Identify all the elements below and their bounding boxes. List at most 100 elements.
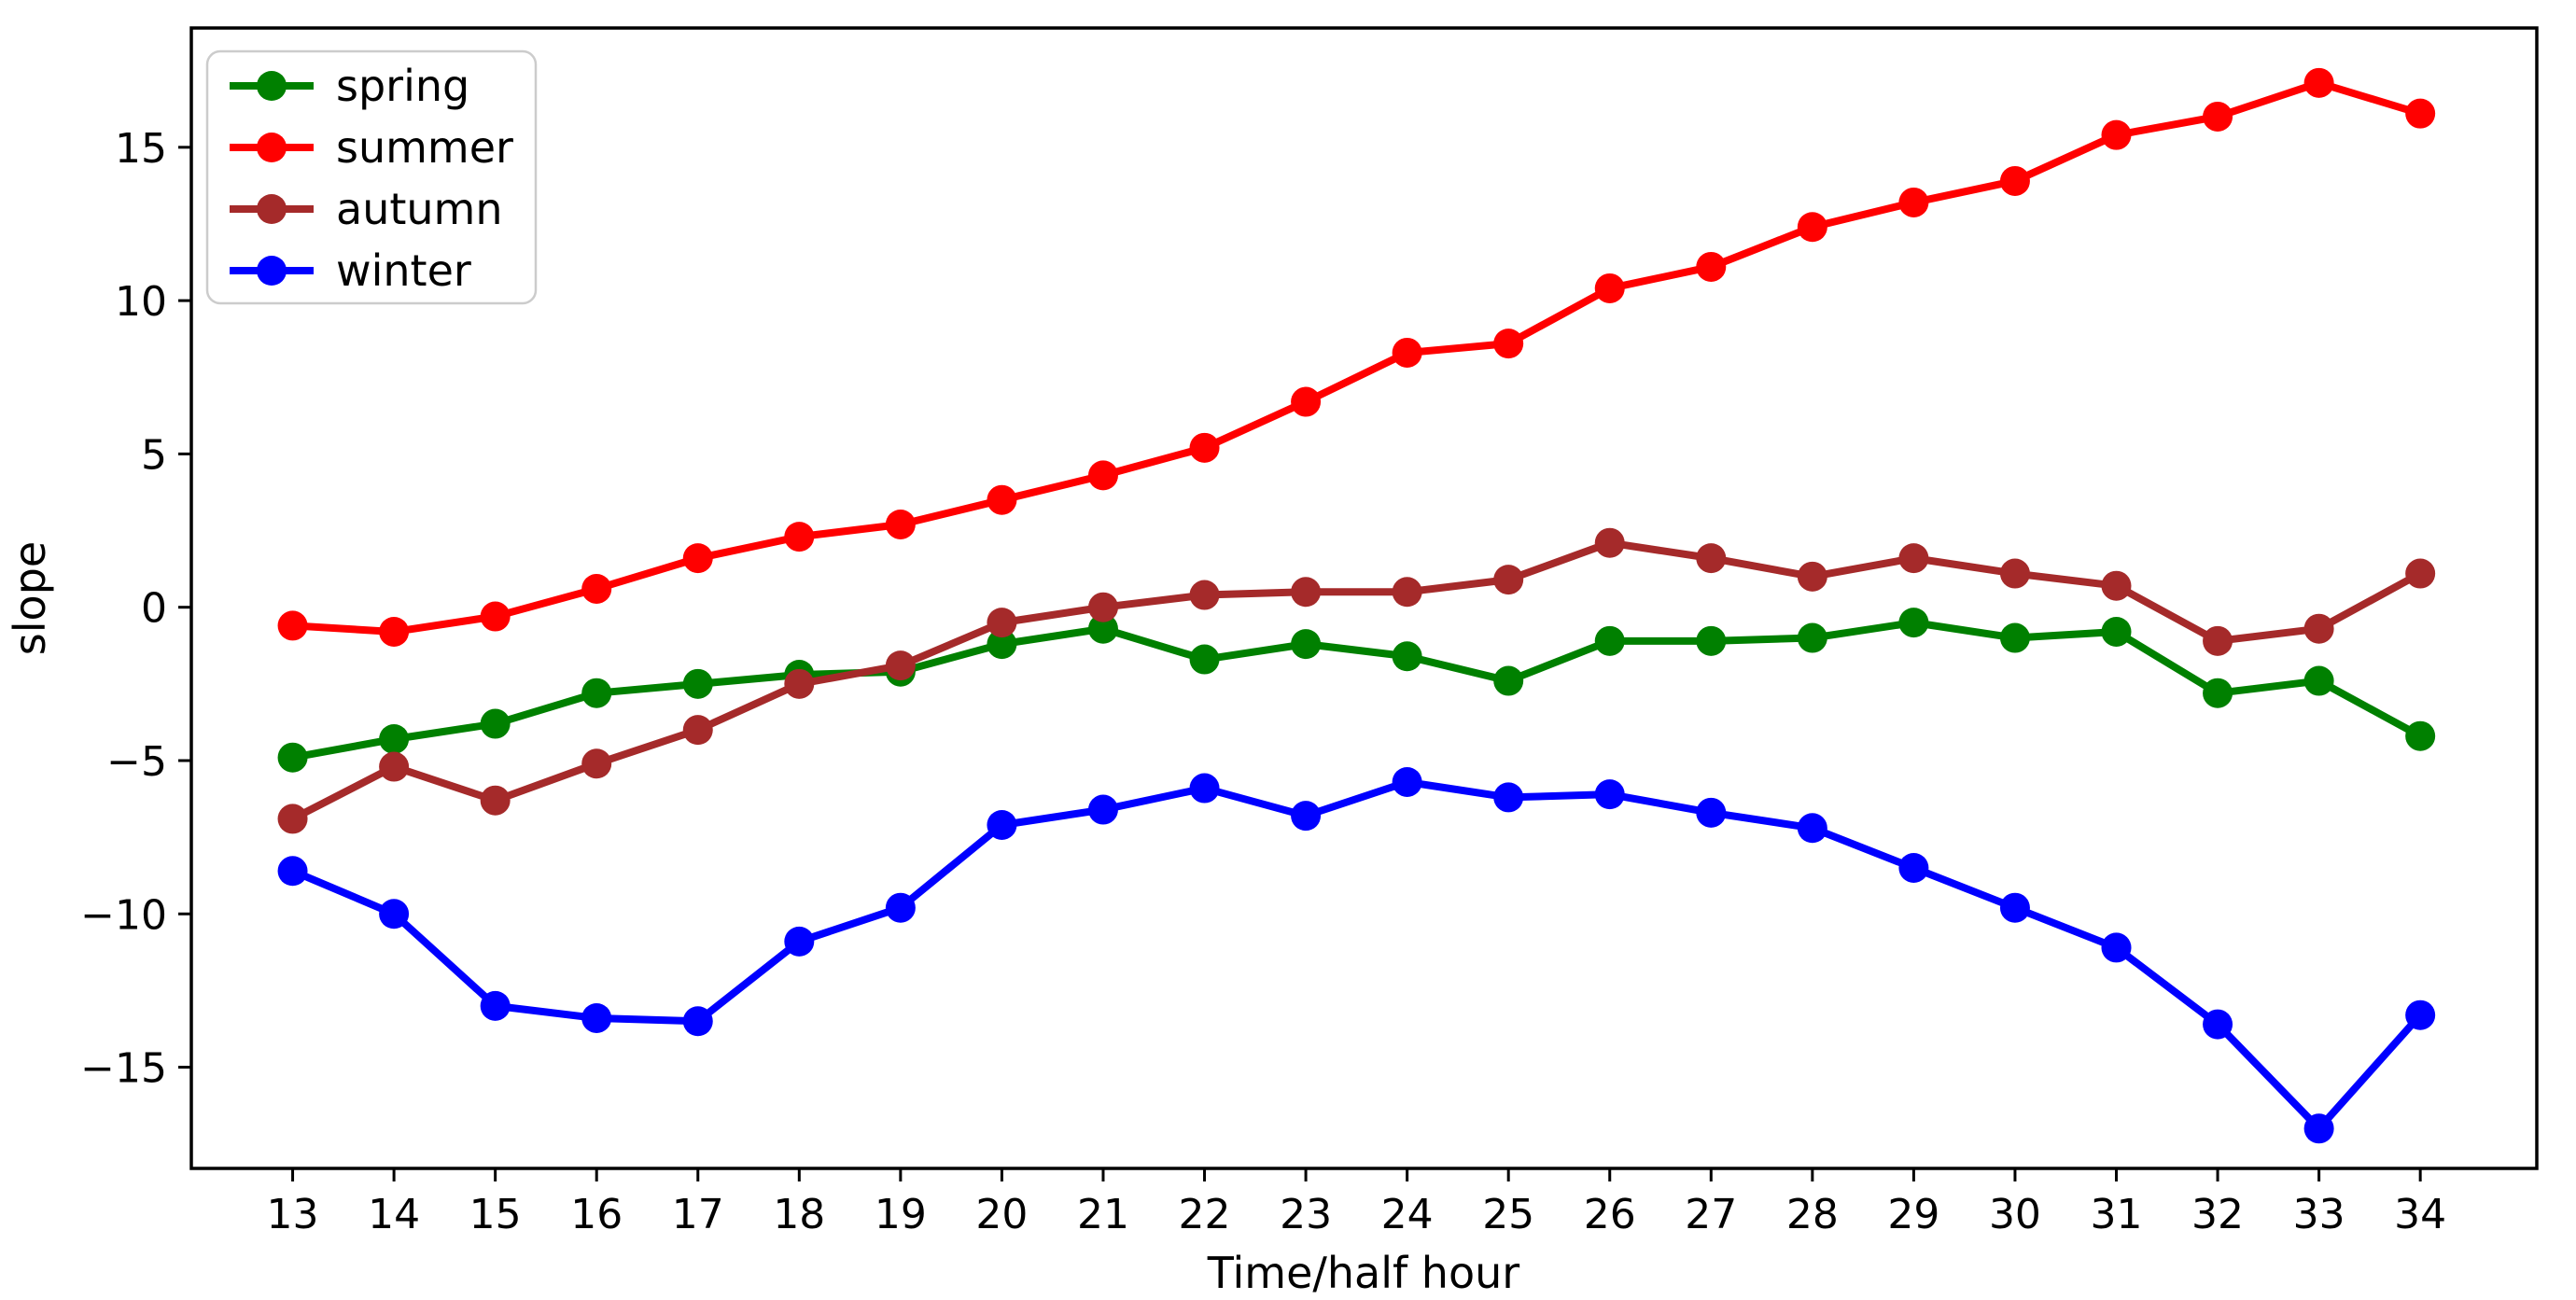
data-point-spring <box>1999 622 2030 653</box>
data-point-spring <box>1898 608 1929 638</box>
x-tick-label: 33 <box>2293 1191 2345 1238</box>
x-tick-label: 31 <box>2091 1191 2143 1238</box>
data-point-summer <box>1392 337 1422 368</box>
data-point-winter <box>682 1006 713 1037</box>
data-point-autumn <box>885 650 916 681</box>
data-point-spring <box>2203 678 2233 708</box>
x-tick-label: 30 <box>1989 1191 2041 1238</box>
data-point-spring <box>2303 665 2334 696</box>
data-point-autumn <box>2303 613 2334 644</box>
data-point-winter <box>1898 852 1929 883</box>
y-tick-label: 10 <box>115 278 167 326</box>
data-point-spring <box>1696 625 1727 656</box>
data-point-winter <box>987 809 1017 840</box>
y-tick-label: 5 <box>141 431 167 479</box>
data-point-autumn <box>581 748 612 779</box>
data-point-autumn <box>1999 558 2030 589</box>
data-point-spring <box>277 742 308 773</box>
data-point-summer <box>277 610 308 641</box>
legend-marker-winter <box>257 256 287 286</box>
data-point-spring <box>1087 613 1118 644</box>
data-point-summer <box>784 522 815 552</box>
data-point-autumn <box>987 608 1017 638</box>
data-point-autumn <box>1898 543 1929 574</box>
data-point-spring <box>1797 622 1827 653</box>
series-line-autumn <box>288 538 2425 823</box>
data-point-summer <box>2203 101 2233 132</box>
data-point-autumn <box>784 668 815 699</box>
data-point-autumn <box>1696 543 1727 574</box>
plot-border <box>189 26 2539 1170</box>
data-point-spring <box>1594 625 1625 656</box>
y-tick-label: −10 <box>80 891 167 939</box>
data-point-summer <box>885 509 916 539</box>
data-point-winter <box>379 899 410 930</box>
x-tick-label: 25 <box>1482 1191 1534 1238</box>
data-point-spring <box>682 668 713 699</box>
data-point-spring <box>480 708 511 739</box>
data-point-autumn <box>2203 625 2233 656</box>
series-line-winter <box>288 777 2425 1133</box>
data-point-autumn <box>379 751 410 782</box>
data-point-spring <box>1493 665 1524 696</box>
data-point-summer <box>1493 328 1524 359</box>
data-point-autumn <box>1087 592 1118 622</box>
x-tick-label: 19 <box>875 1191 927 1238</box>
x-tick-label: 32 <box>2191 1191 2244 1238</box>
data-point-winter <box>2405 999 2436 1030</box>
data-point-winter <box>277 856 308 887</box>
x-tick-label: 16 <box>570 1191 623 1238</box>
legend-marker-spring <box>257 71 287 101</box>
data-point-summer <box>1594 273 1625 303</box>
data-point-summer <box>1797 212 1827 243</box>
data-point-autumn <box>682 715 713 746</box>
x-tick-label: 27 <box>1685 1191 1737 1238</box>
data-point-summer <box>480 601 511 632</box>
data-point-autumn <box>1594 527 1625 558</box>
data-point-winter <box>1696 797 1727 828</box>
legend-label-spring: spring <box>336 61 469 111</box>
x-tick-label: 28 <box>1786 1191 1839 1238</box>
x-tick-label: 13 <box>267 1191 319 1238</box>
data-point-winter <box>784 926 815 957</box>
data-point-spring <box>379 723 410 754</box>
x-tick-label: 15 <box>469 1191 522 1238</box>
data-point-autumn <box>1392 577 1422 608</box>
data-point-spring <box>1189 644 1220 675</box>
data-point-summer <box>987 484 1017 515</box>
data-point-spring <box>2405 720 2436 751</box>
data-point-summer <box>1291 386 1322 417</box>
data-point-summer <box>2303 67 2334 98</box>
data-point-winter <box>1189 773 1220 804</box>
data-point-spring <box>1291 629 1322 660</box>
data-point-winter <box>2303 1113 2334 1144</box>
x-tick-label: 29 <box>1887 1191 1939 1238</box>
data-point-autumn <box>1291 577 1322 608</box>
series-line-summer <box>288 78 2425 636</box>
legend-label-autumn: autumn <box>336 184 503 234</box>
x-axis-label: Time/half hour <box>1207 1248 1519 1298</box>
data-point-winter <box>1797 813 1827 844</box>
data-point-summer <box>1087 460 1118 491</box>
data-point-winter <box>1087 794 1118 825</box>
data-point-autumn <box>2101 570 2132 601</box>
data-point-summer <box>682 543 713 574</box>
y-tick-label: −15 <box>80 1045 167 1093</box>
y-axis-label: slope <box>5 541 55 655</box>
data-point-winter <box>480 990 511 1021</box>
x-tick-label: 22 <box>1179 1191 1231 1238</box>
data-point-winter <box>1392 766 1422 797</box>
data-point-summer <box>1696 251 1727 282</box>
data-point-winter <box>2101 932 2132 963</box>
x-tick-label: 18 <box>773 1191 825 1238</box>
data-point-summer <box>1189 432 1220 463</box>
legend-marker-summer <box>257 133 287 162</box>
x-tick-label: 24 <box>1381 1191 1434 1238</box>
data-point-spring <box>2101 616 2132 647</box>
data-point-summer <box>1898 187 1929 217</box>
data-point-autumn <box>2405 558 2436 589</box>
x-tick-label: 26 <box>1584 1191 1636 1238</box>
data-point-autumn <box>1189 580 1220 610</box>
y-tick-label: −5 <box>106 738 167 786</box>
